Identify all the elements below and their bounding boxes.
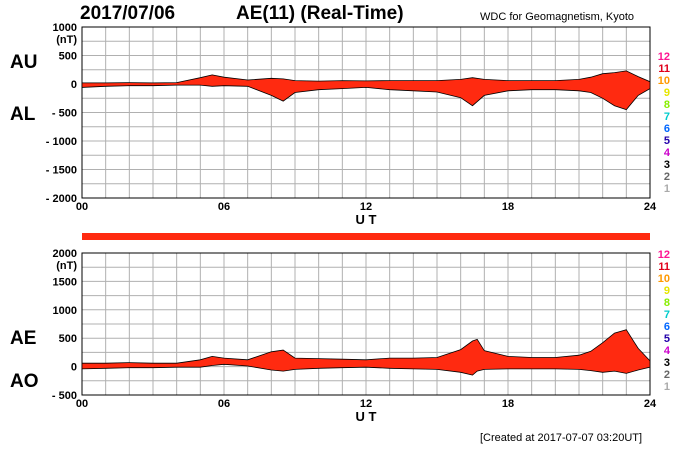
x-tick-label: 06 [218, 201, 230, 213]
chart-title: AE(11) (Real-Time) [236, 3, 404, 24]
station-key-item: 2 [664, 171, 670, 183]
y-tick-label: 1000 [53, 22, 77, 34]
y-tick-label: 500 [59, 51, 77, 63]
chart-date: 2017/07/06 [80, 3, 176, 24]
created-timestamp: [Created at 2017-07-07 03:20UT] [480, 432, 643, 444]
station-key-item: 3 [664, 357, 670, 369]
x-tick-label: 24 [644, 398, 657, 410]
ae-series-label: AE [10, 328, 37, 349]
data-source-label: WDC for Geomagnetism, Kyoto [480, 11, 635, 23]
envelope-ae-ao [81, 329, 651, 376]
x-axis-label: U T [356, 212, 377, 227]
al-series-label: AL [10, 104, 36, 125]
y-tick-label: - 1000 [46, 136, 77, 148]
x-tick-label: 12 [360, 201, 372, 213]
y-tick-label: 1000 [53, 305, 77, 317]
plot-frame [81, 26, 651, 199]
station-key-item: 8 [664, 297, 670, 309]
station-key-item: 11 [658, 261, 670, 273]
station-key-item: 2 [664, 369, 670, 381]
x-tick-label: 06 [218, 398, 230, 410]
station-key-item: 10 [658, 75, 670, 87]
station-key-item: 5 [664, 135, 670, 147]
ao-series-label: AO [10, 371, 39, 392]
y-tick-label: - 500 [52, 108, 77, 120]
y-tick-label: 0 [71, 362, 77, 374]
station-key-item: 8 [664, 99, 670, 111]
station-key-item: 4 [664, 147, 671, 159]
y-tick-label: - 1500 [46, 165, 77, 177]
x-tick-label: 18 [502, 398, 514, 410]
station-key-item: 3 [664, 159, 670, 171]
station-key-item: 11 [658, 63, 670, 75]
y-tick-label: 0 [71, 79, 77, 91]
plot-frame [81, 252, 651, 396]
station-key-item: 6 [664, 321, 670, 333]
station-key-item: 4 [664, 345, 671, 357]
y-tick-label: 2000 [53, 248, 77, 260]
x-tick-label: 00 [76, 398, 88, 410]
station-key-item: 9 [664, 87, 670, 99]
x-tick-label: 00 [76, 201, 88, 213]
station-key-item: 1 [664, 381, 670, 393]
y-tick-label: - 2000 [46, 193, 77, 205]
envelope-au-al [81, 70, 651, 111]
station-key-item: 12 [658, 51, 670, 63]
station-key-item: 7 [664, 111, 670, 123]
x-tick-label: 18 [502, 201, 514, 213]
station-key-item: 7 [664, 309, 670, 321]
station-key-item: 10 [658, 273, 670, 285]
au-al-panel: 1000 500 0 - 500 - 1000 - 1500 - 2000 (nT) 00 06 1… [46, 22, 657, 227]
station-key-item: 5 [664, 333, 670, 345]
y-unit-label: (nT) [56, 34, 77, 46]
y-tick-label: 1500 [53, 276, 77, 288]
y-tick-label: - 500 [52, 390, 77, 402]
station-key-item: 1 [664, 183, 670, 195]
station-key-item: 12 [658, 249, 670, 261]
y-tick-label: 500 [59, 333, 77, 345]
au-series-label: AU [10, 52, 38, 73]
ae-ao-panel: 2000 1500 1000 500 0 - 500 (nT) 00 06 12 18 24 U T [52, 248, 657, 424]
x-tick-label: 24 [644, 201, 657, 213]
x-axis-label: U T [356, 409, 377, 424]
status-bar [82, 233, 650, 240]
y-unit-label: (nT) [56, 260, 77, 272]
station-key-item: 6 [664, 123, 670, 135]
x-tick-label: 12 [360, 398, 372, 410]
station-key-item: 9 [664, 285, 670, 297]
